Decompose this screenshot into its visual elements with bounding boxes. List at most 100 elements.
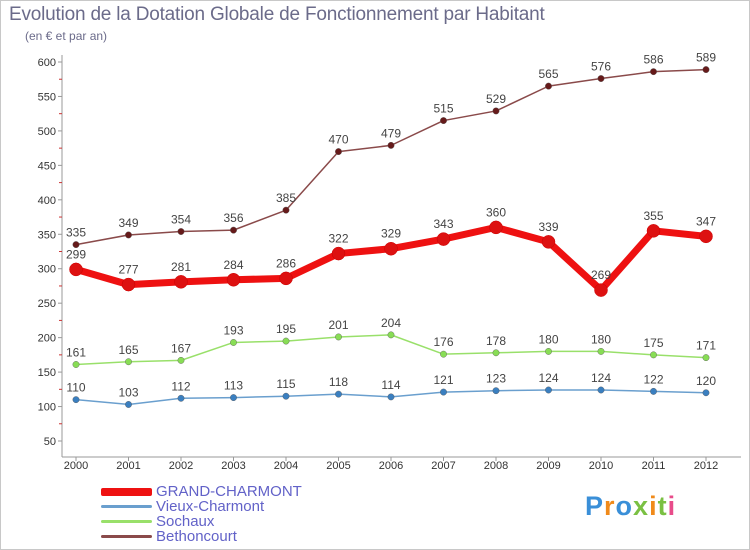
data-point-sochaux [597, 348, 605, 355]
x-tick-label: 2009 [536, 460, 560, 472]
data-label-sochaux: 175 [643, 336, 663, 350]
logo-letter: o [615, 491, 634, 521]
data-label-vieux-charmont: 110 [66, 381, 85, 395]
data-point-grand-charmont [384, 241, 398, 256]
data-point-bethoncourt [650, 68, 657, 76]
logo-letter: r [604, 491, 616, 521]
legend-label: Vieux-Charmont [156, 498, 265, 515]
logo-letter: t [657, 491, 668, 521]
x-tick-label: 2007 [431, 460, 455, 472]
data-label-vieux-charmont: 121 [433, 373, 453, 387]
data-point-vieux-charmont [492, 387, 500, 395]
x-tick-label: 2012 [694, 460, 718, 472]
y-tick-label: 250 [38, 298, 56, 310]
data-label-grand-charmont: 347 [696, 214, 716, 228]
data-point-sochaux [650, 351, 657, 359]
data-point-grand-charmont [594, 283, 608, 297]
data-label-vieux-charmont: 123 [486, 372, 506, 386]
data-point-sochaux [702, 354, 710, 362]
data-label-vieux-charmont: 124 [538, 371, 558, 385]
data-point-bethoncourt [440, 117, 447, 124]
data-label-bethoncourt: 515 [433, 102, 453, 116]
data-point-bethoncourt [282, 206, 290, 214]
y-tick-label: 350 [38, 229, 56, 241]
legend-swatch [101, 535, 152, 538]
x-tick-label: 2002 [169, 460, 193, 472]
data-point-grand-charmont [489, 220, 503, 235]
data-point-bethoncourt [177, 228, 185, 235]
data-label-grand-charmont: 339 [538, 220, 558, 234]
data-point-sochaux [545, 348, 552, 355]
data-label-vieux-charmont: 120 [696, 374, 716, 388]
data-label-vieux-charmont: 122 [643, 372, 663, 386]
data-point-grand-charmont [436, 232, 451, 246]
data-point-vieux-charmont [230, 394, 237, 401]
data-label-bethoncourt: 479 [381, 126, 401, 140]
data-point-vieux-charmont [702, 389, 710, 397]
data-point-vieux-charmont [650, 387, 657, 395]
data-point-sochaux [125, 358, 132, 366]
data-label-grand-charmont: 355 [643, 209, 663, 223]
data-label-vieux-charmont: 112 [171, 379, 190, 393]
data-label-vieux-charmont: 114 [381, 378, 400, 392]
data-label-grand-charmont: 343 [433, 217, 453, 231]
data-label-sochaux: 167 [171, 341, 191, 355]
x-tick-label: 2001 [116, 460, 140, 472]
chart-title: Evolution de la Dotation Globale de Fonc… [9, 4, 545, 25]
data-point-bethoncourt [230, 226, 237, 234]
logo-letter: x [633, 491, 650, 521]
y-tick-label: 450 [38, 160, 56, 172]
legend-label: GRAND-CHARMONT [156, 483, 302, 500]
y-tick-label: 150 [38, 367, 56, 379]
y-tick-label: 300 [38, 264, 56, 276]
data-label-bethoncourt: 354 [171, 213, 191, 227]
data-point-bethoncourt [387, 141, 395, 149]
data-point-sochaux [177, 356, 185, 364]
data-point-vieux-charmont [177, 394, 185, 402]
data-point-vieux-charmont [282, 392, 290, 400]
x-tick-label: 2006 [379, 460, 403, 472]
data-label-sochaux: 204 [381, 316, 401, 330]
data-label-bethoncourt: 589 [696, 51, 716, 65]
logo-letter: P [585, 491, 605, 521]
data-point-vieux-charmont [597, 386, 605, 394]
data-point-sochaux [387, 331, 395, 339]
data-label-bethoncourt: 470 [328, 133, 348, 147]
data-point-bethoncourt [72, 241, 80, 249]
data-point-grand-charmont [279, 271, 293, 286]
data-point-grand-charmont [646, 224, 661, 238]
data-point-vieux-charmont [125, 401, 132, 408]
data-point-grand-charmont [69, 262, 83, 277]
data-point-grand-charmont [226, 273, 241, 287]
data-point-grand-charmont [331, 246, 346, 261]
data-label-grand-charmont: 299 [66, 247, 86, 261]
y-tick-label: 600 [38, 57, 56, 69]
data-label-vieux-charmont: 115 [276, 377, 295, 391]
data-label-sochaux: 180 [591, 332, 611, 346]
logo-letter: i [649, 491, 658, 521]
x-tick-label: 2011 [642, 460, 666, 472]
data-label-sochaux: 195 [276, 322, 296, 336]
data-label-grand-charmont: 329 [381, 227, 401, 241]
legend-swatch [101, 488, 152, 496]
x-tick-label: 2005 [326, 460, 350, 472]
x-tick-label: 2003 [221, 460, 245, 472]
y-tick-label: 50 [44, 436, 56, 448]
data-label-sochaux: 201 [328, 318, 348, 332]
x-tick-label: 2010 [589, 460, 613, 472]
data-label-vieux-charmont: 113 [224, 379, 243, 393]
data-point-bethoncourt [545, 82, 552, 90]
data-label-bethoncourt: 335 [66, 226, 86, 240]
data-label-grand-charmont: 360 [486, 205, 506, 219]
data-point-sochaux [230, 339, 237, 346]
data-label-grand-charmont: 286 [276, 256, 296, 270]
data-label-bethoncourt: 586 [643, 53, 663, 67]
y-tick-label: 500 [38, 126, 56, 138]
data-label-bethoncourt: 565 [538, 67, 558, 81]
data-point-grand-charmont [121, 277, 136, 292]
logo-letter: i [667, 491, 677, 521]
legend-label: Bethoncourt [156, 528, 237, 545]
data-point-sochaux [335, 333, 342, 341]
data-point-vieux-charmont [335, 390, 342, 398]
